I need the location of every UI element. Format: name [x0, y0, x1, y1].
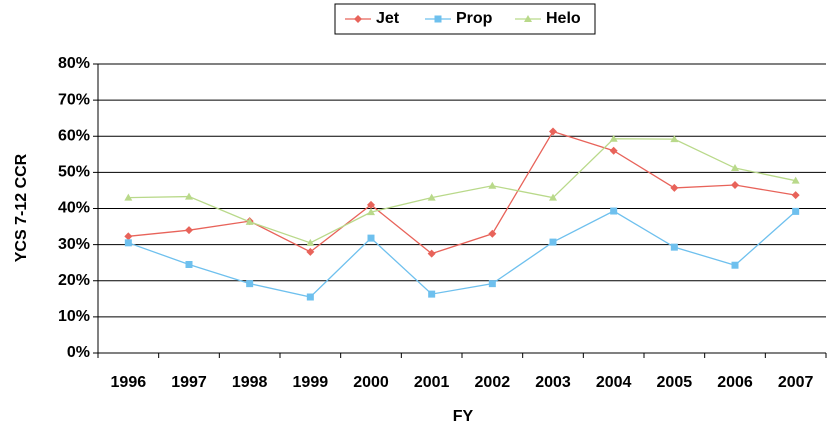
x-tick-label: 2004 [596, 374, 632, 391]
x-tick-label: 2002 [475, 374, 511, 391]
data-point [124, 232, 133, 241]
y-tick-label: 60% [58, 127, 90, 144]
legend-label: Jet [376, 10, 400, 27]
data-point [731, 181, 739, 190]
y-tick-label: 0% [67, 344, 90, 361]
legend-marker [524, 15, 532, 22]
legend-box [334, 3, 596, 35]
data-point [791, 191, 800, 200]
legend-label: Prop [456, 10, 493, 27]
x-tick-label: 2001 [414, 374, 450, 391]
y-axis-title: YCS 7-12 CCR [13, 153, 30, 262]
data-point [306, 247, 315, 256]
x-tick-label: 2007 [778, 374, 814, 391]
legend-label: Helo [546, 10, 581, 27]
data-point [488, 181, 497, 189]
data-point [610, 207, 618, 215]
data-point [124, 239, 132, 247]
x-tick-label: 1996 [111, 374, 147, 391]
data-point [549, 238, 557, 246]
data-point [185, 192, 193, 200]
data-point [609, 146, 618, 155]
data-point [488, 280, 496, 288]
data-point [185, 260, 193, 268]
y-tick-label: 30% [58, 236, 90, 253]
data-point [367, 208, 375, 216]
x-tick-label: 2005 [657, 374, 693, 391]
data-point [791, 176, 800, 184]
x-axis-title: FY [453, 408, 474, 425]
data-point [488, 229, 497, 238]
x-tick-label: 2000 [353, 374, 389, 391]
data-point [792, 207, 800, 215]
data-point [670, 243, 678, 251]
x-tick-label: 2006 [717, 374, 753, 391]
series-line [128, 130, 796, 255]
x-tick-label: 1998 [232, 374, 268, 391]
data-point [306, 238, 315, 246]
series-line [128, 210, 797, 298]
x-tick-label: 1999 [293, 374, 329, 391]
series-line [128, 138, 796, 244]
y-tick-label: 40% [58, 200, 90, 217]
legend-marker [354, 15, 362, 23]
data-point [427, 249, 436, 258]
data-point [367, 200, 375, 209]
data-point [306, 293, 314, 301]
x-tick-label: 2003 [535, 374, 571, 391]
data-point [124, 193, 133, 201]
data-point [609, 134, 618, 142]
y-tick-label: 70% [58, 91, 90, 108]
data-point [731, 164, 739, 172]
y-tick-label: 80% [58, 55, 90, 72]
x-tick-label: 1997 [171, 374, 207, 391]
data-point [246, 280, 254, 288]
data-point [670, 183, 679, 192]
y-tick-label: 50% [58, 164, 90, 181]
data-point [245, 217, 254, 225]
y-tick-label: 10% [58, 308, 90, 325]
data-point [549, 127, 557, 136]
data-point [428, 290, 436, 298]
data-point [670, 135, 679, 143]
data-point [185, 226, 193, 235]
data-point [367, 234, 375, 242]
data-point [427, 193, 436, 201]
data-point [731, 261, 739, 269]
y-tick-label: 20% [58, 272, 90, 289]
legend-marker [434, 15, 442, 23]
data-point [549, 193, 557, 201]
